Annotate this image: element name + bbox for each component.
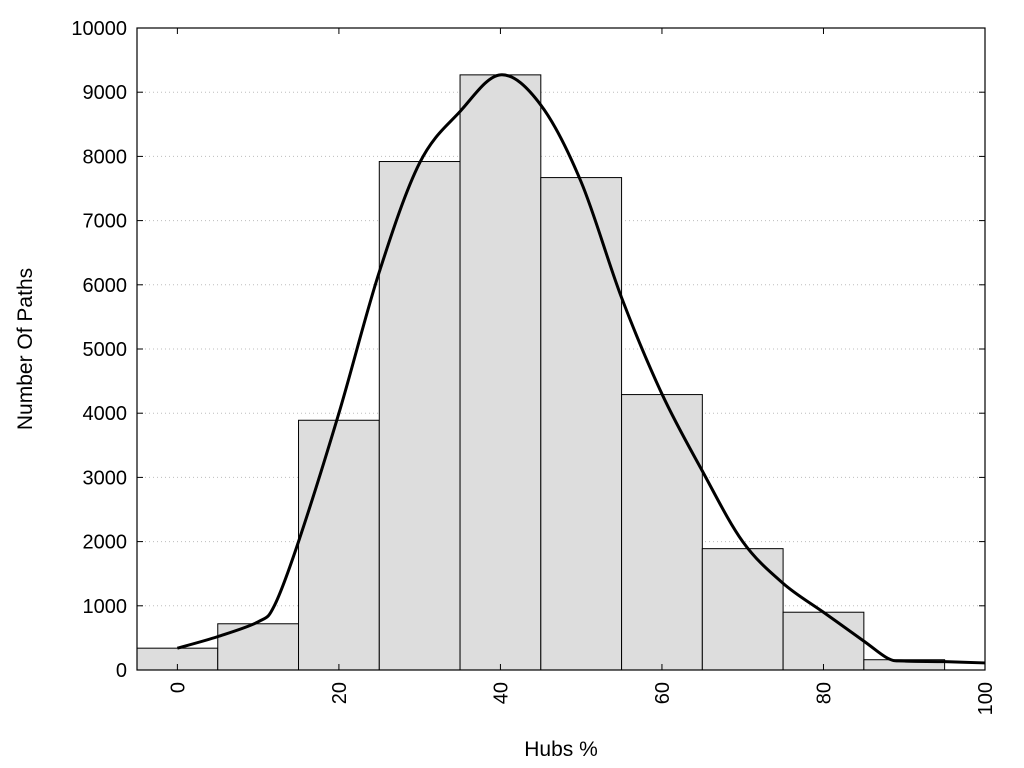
x-axis-label: Hubs % <box>524 738 598 761</box>
bars <box>136 74 946 671</box>
y-axis-ticks: 0 1000 2000 3000 4000 5000 6000 7000 8000 9000 100… <box>71 18 985 682</box>
x-tick-label: 100 <box>975 682 997 715</box>
density-curve <box>176 73 986 665</box>
y-axis-label: Number Of Paths <box>14 268 37 430</box>
y-tick-label: 0 <box>116 660 127 682</box>
y-tick-label: 1000 <box>83 596 128 618</box>
y-tick-label: 8000 <box>83 146 128 168</box>
y-tick-label: 5000 <box>83 339 128 361</box>
histogram-bar <box>782 611 865 671</box>
y-tick-label: 6000 <box>83 275 128 297</box>
y-tick-label: 2000 <box>83 532 128 554</box>
x-tick-label: 40 <box>490 682 512 704</box>
histogram-bar <box>298 419 380 671</box>
x-tick-label: 0 <box>167 682 189 693</box>
y-tick-label: 4000 <box>83 403 128 425</box>
histogram-bar <box>540 177 623 671</box>
x-tick-label: 60 <box>652 682 674 704</box>
x-tick-label: 20 <box>329 682 351 704</box>
y-tick-label: 3000 <box>83 467 128 489</box>
density-curves <box>176 73 986 665</box>
histogram-bar <box>459 74 542 671</box>
x-tick-label: 80 <box>813 682 835 704</box>
histogram-bar <box>217 623 300 671</box>
y-tick-label: 9000 <box>83 82 128 104</box>
histogram-bar <box>701 548 784 671</box>
y-tick-label: 7000 <box>83 211 128 233</box>
histogram-bar <box>621 394 703 671</box>
x-axis-ticks: 0 20 40 60 80 100 <box>167 28 997 715</box>
y-tick-label: 10000 <box>71 18 127 40</box>
